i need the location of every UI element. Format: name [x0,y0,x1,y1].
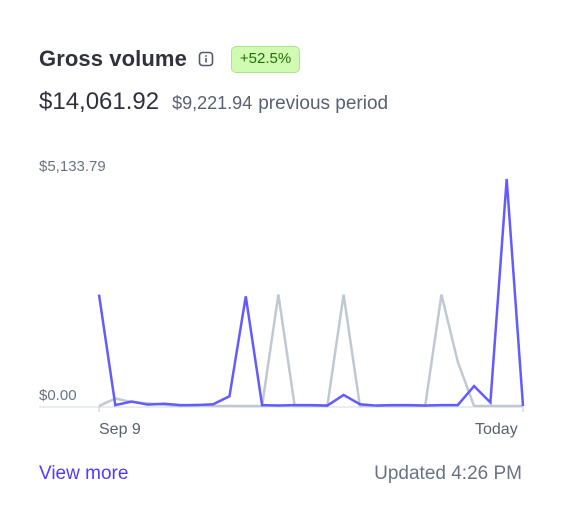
previous-label: previous period [258,93,389,114]
previous-amount: $9,221.94 [172,93,253,113]
y-axis-min-label: $0.00 [39,387,77,404]
series-line-previous [98,294,523,408]
info-icon[interactable] [197,50,215,68]
card-title: Gross volume [39,46,187,71]
total-value: $14,061.92 [39,88,160,115]
series-line-current [97,178,525,407]
x-axis-start-label: Sep 9 [99,421,141,438]
y-axis-max-label: $5,133.79 [39,158,106,175]
card-header: Gross volume +52.5% [39,44,301,74]
summary: $14,061.92 $9,221.94 previous period [39,88,388,116]
change-badge: +52.5% [230,45,301,73]
updated-timestamp: Updated 4:26 PM [374,463,522,484]
x-axis-end-label: Today [475,421,518,438]
view-more-link[interactable]: View more [39,463,129,484]
